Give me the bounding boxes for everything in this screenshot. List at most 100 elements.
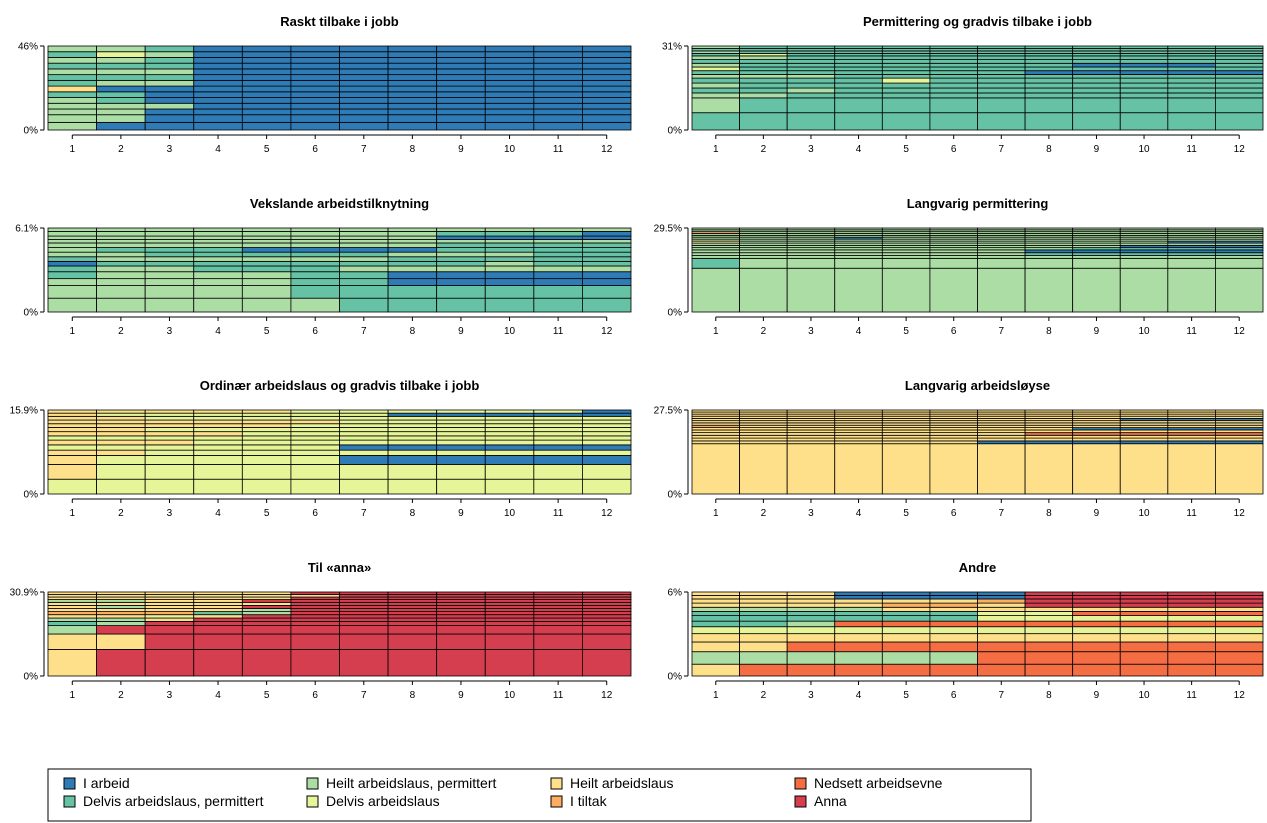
sequence-cell bbox=[739, 66, 788, 72]
sequence-cell bbox=[739, 434, 788, 439]
sequence-cell bbox=[1072, 59, 1121, 64]
sequence-cell bbox=[339, 611, 389, 616]
sequence-cell bbox=[786, 97, 836, 114]
panel-2: Permittering og gradvis tilbake i jobb31… bbox=[662, 14, 1264, 155]
sequence-cell bbox=[1024, 626, 1074, 635]
sequence-cell bbox=[691, 66, 740, 72]
sequence-cell bbox=[144, 231, 195, 237]
sequence-cell bbox=[484, 247, 535, 253]
sequence-cell bbox=[929, 437, 978, 442]
x-tick-label: 7 bbox=[361, 326, 367, 337]
sequence-cell bbox=[582, 247, 632, 253]
sequence-cell bbox=[484, 45, 535, 53]
sequence-cell bbox=[786, 409, 836, 413]
sequence-cell bbox=[582, 601, 632, 606]
sequence-cell bbox=[786, 87, 836, 94]
sequence-cell bbox=[484, 62, 535, 70]
sequence-cell bbox=[241, 478, 292, 495]
sequence-cell bbox=[739, 641, 788, 653]
sequence-cell bbox=[436, 591, 486, 595]
sequence-cell bbox=[1072, 641, 1121, 653]
sequence-cell bbox=[387, 423, 438, 428]
sequence-cell bbox=[193, 231, 243, 237]
sequence-cell bbox=[339, 260, 389, 267]
legend-swatch bbox=[63, 777, 76, 790]
sequence-cell bbox=[387, 625, 438, 635]
sequence-cell bbox=[739, 45, 788, 49]
sequence-cell bbox=[1215, 641, 1264, 653]
x-tick-label: 9 bbox=[458, 508, 464, 519]
sequence-cell bbox=[436, 449, 486, 456]
sequence-cell bbox=[881, 443, 931, 495]
sequence-cell bbox=[339, 455, 389, 465]
sequence-cell bbox=[484, 614, 535, 619]
sequence-cell bbox=[1119, 598, 1169, 604]
sequence-cell bbox=[1215, 626, 1264, 635]
sequence-cell bbox=[533, 271, 583, 280]
sequence-cell bbox=[1072, 257, 1121, 269]
x-tick-label: 2 bbox=[761, 144, 767, 155]
sequence-cell bbox=[786, 663, 836, 677]
legend-label: Nedsett arbeidsevne bbox=[814, 775, 943, 791]
sequence-cell bbox=[929, 267, 978, 313]
sequence-cell bbox=[339, 102, 389, 110]
sequence-cell bbox=[387, 455, 438, 465]
sequence-cell bbox=[290, 423, 340, 428]
x-tick-label: 3 bbox=[808, 690, 814, 701]
sequence-cell bbox=[339, 108, 389, 116]
sequence-cell bbox=[533, 591, 583, 595]
sequence-cell bbox=[193, 591, 243, 595]
x-tick-label: 3 bbox=[167, 144, 173, 155]
sequence-cell bbox=[47, 251, 97, 258]
sequence-cell bbox=[1072, 82, 1121, 89]
x-tick-label: 10 bbox=[1138, 144, 1150, 155]
x-tick-label: 4 bbox=[215, 690, 221, 701]
sequence-cell bbox=[1215, 55, 1264, 60]
sequence-cell bbox=[484, 256, 535, 262]
sequence-cell bbox=[533, 444, 583, 451]
sequence-cell bbox=[1024, 97, 1074, 114]
sequence-cell bbox=[977, 112, 1026, 131]
sequence-cell bbox=[144, 409, 195, 414]
sequence-cell bbox=[691, 252, 740, 256]
sequence-cell bbox=[484, 464, 535, 480]
x-tick-label: 9 bbox=[458, 144, 464, 155]
sequence-cell bbox=[533, 235, 583, 240]
sequence-cell bbox=[1024, 77, 1074, 84]
sequence-cell bbox=[582, 608, 632, 613]
sequence-cell bbox=[1167, 611, 1216, 617]
sequence-cell bbox=[834, 651, 883, 665]
sequence-cell bbox=[96, 625, 146, 635]
sequence-cell bbox=[691, 595, 740, 600]
sequence-cell bbox=[1024, 249, 1074, 254]
sequence-cell bbox=[1119, 45, 1169, 49]
sequence-cell bbox=[1119, 443, 1169, 495]
sequence-cell bbox=[193, 599, 243, 603]
sequence-cell bbox=[1167, 70, 1216, 75]
sequence-cell bbox=[1024, 267, 1074, 313]
sequence-cell bbox=[834, 633, 883, 643]
sequence-cell bbox=[786, 595, 836, 600]
sequence-cell bbox=[436, 423, 486, 428]
x-tick-label: 1 bbox=[713, 690, 719, 701]
sequence-cell bbox=[290, 85, 340, 93]
sequence-cell bbox=[1167, 257, 1216, 269]
sequence-cell bbox=[144, 431, 195, 437]
sequence-cell bbox=[582, 260, 632, 267]
sequence-cell bbox=[387, 449, 438, 456]
sequence-cell bbox=[1215, 633, 1264, 643]
sequence-cell bbox=[241, 431, 292, 437]
sequence-cell bbox=[1024, 70, 1074, 75]
x-tick-label: 2 bbox=[118, 690, 124, 701]
sequence-cell bbox=[339, 444, 389, 451]
sequence-cell bbox=[1119, 611, 1169, 617]
sequence-cell bbox=[533, 427, 583, 433]
sequence-cell bbox=[290, 108, 340, 116]
sequence-cell bbox=[436, 464, 486, 480]
sequence-cell bbox=[786, 615, 836, 622]
sequence-cell bbox=[290, 57, 340, 64]
x-tick-label: 5 bbox=[903, 690, 909, 701]
sequence-cell bbox=[977, 443, 1026, 495]
sequence-cell bbox=[977, 641, 1026, 653]
sequence-cell bbox=[929, 77, 978, 84]
